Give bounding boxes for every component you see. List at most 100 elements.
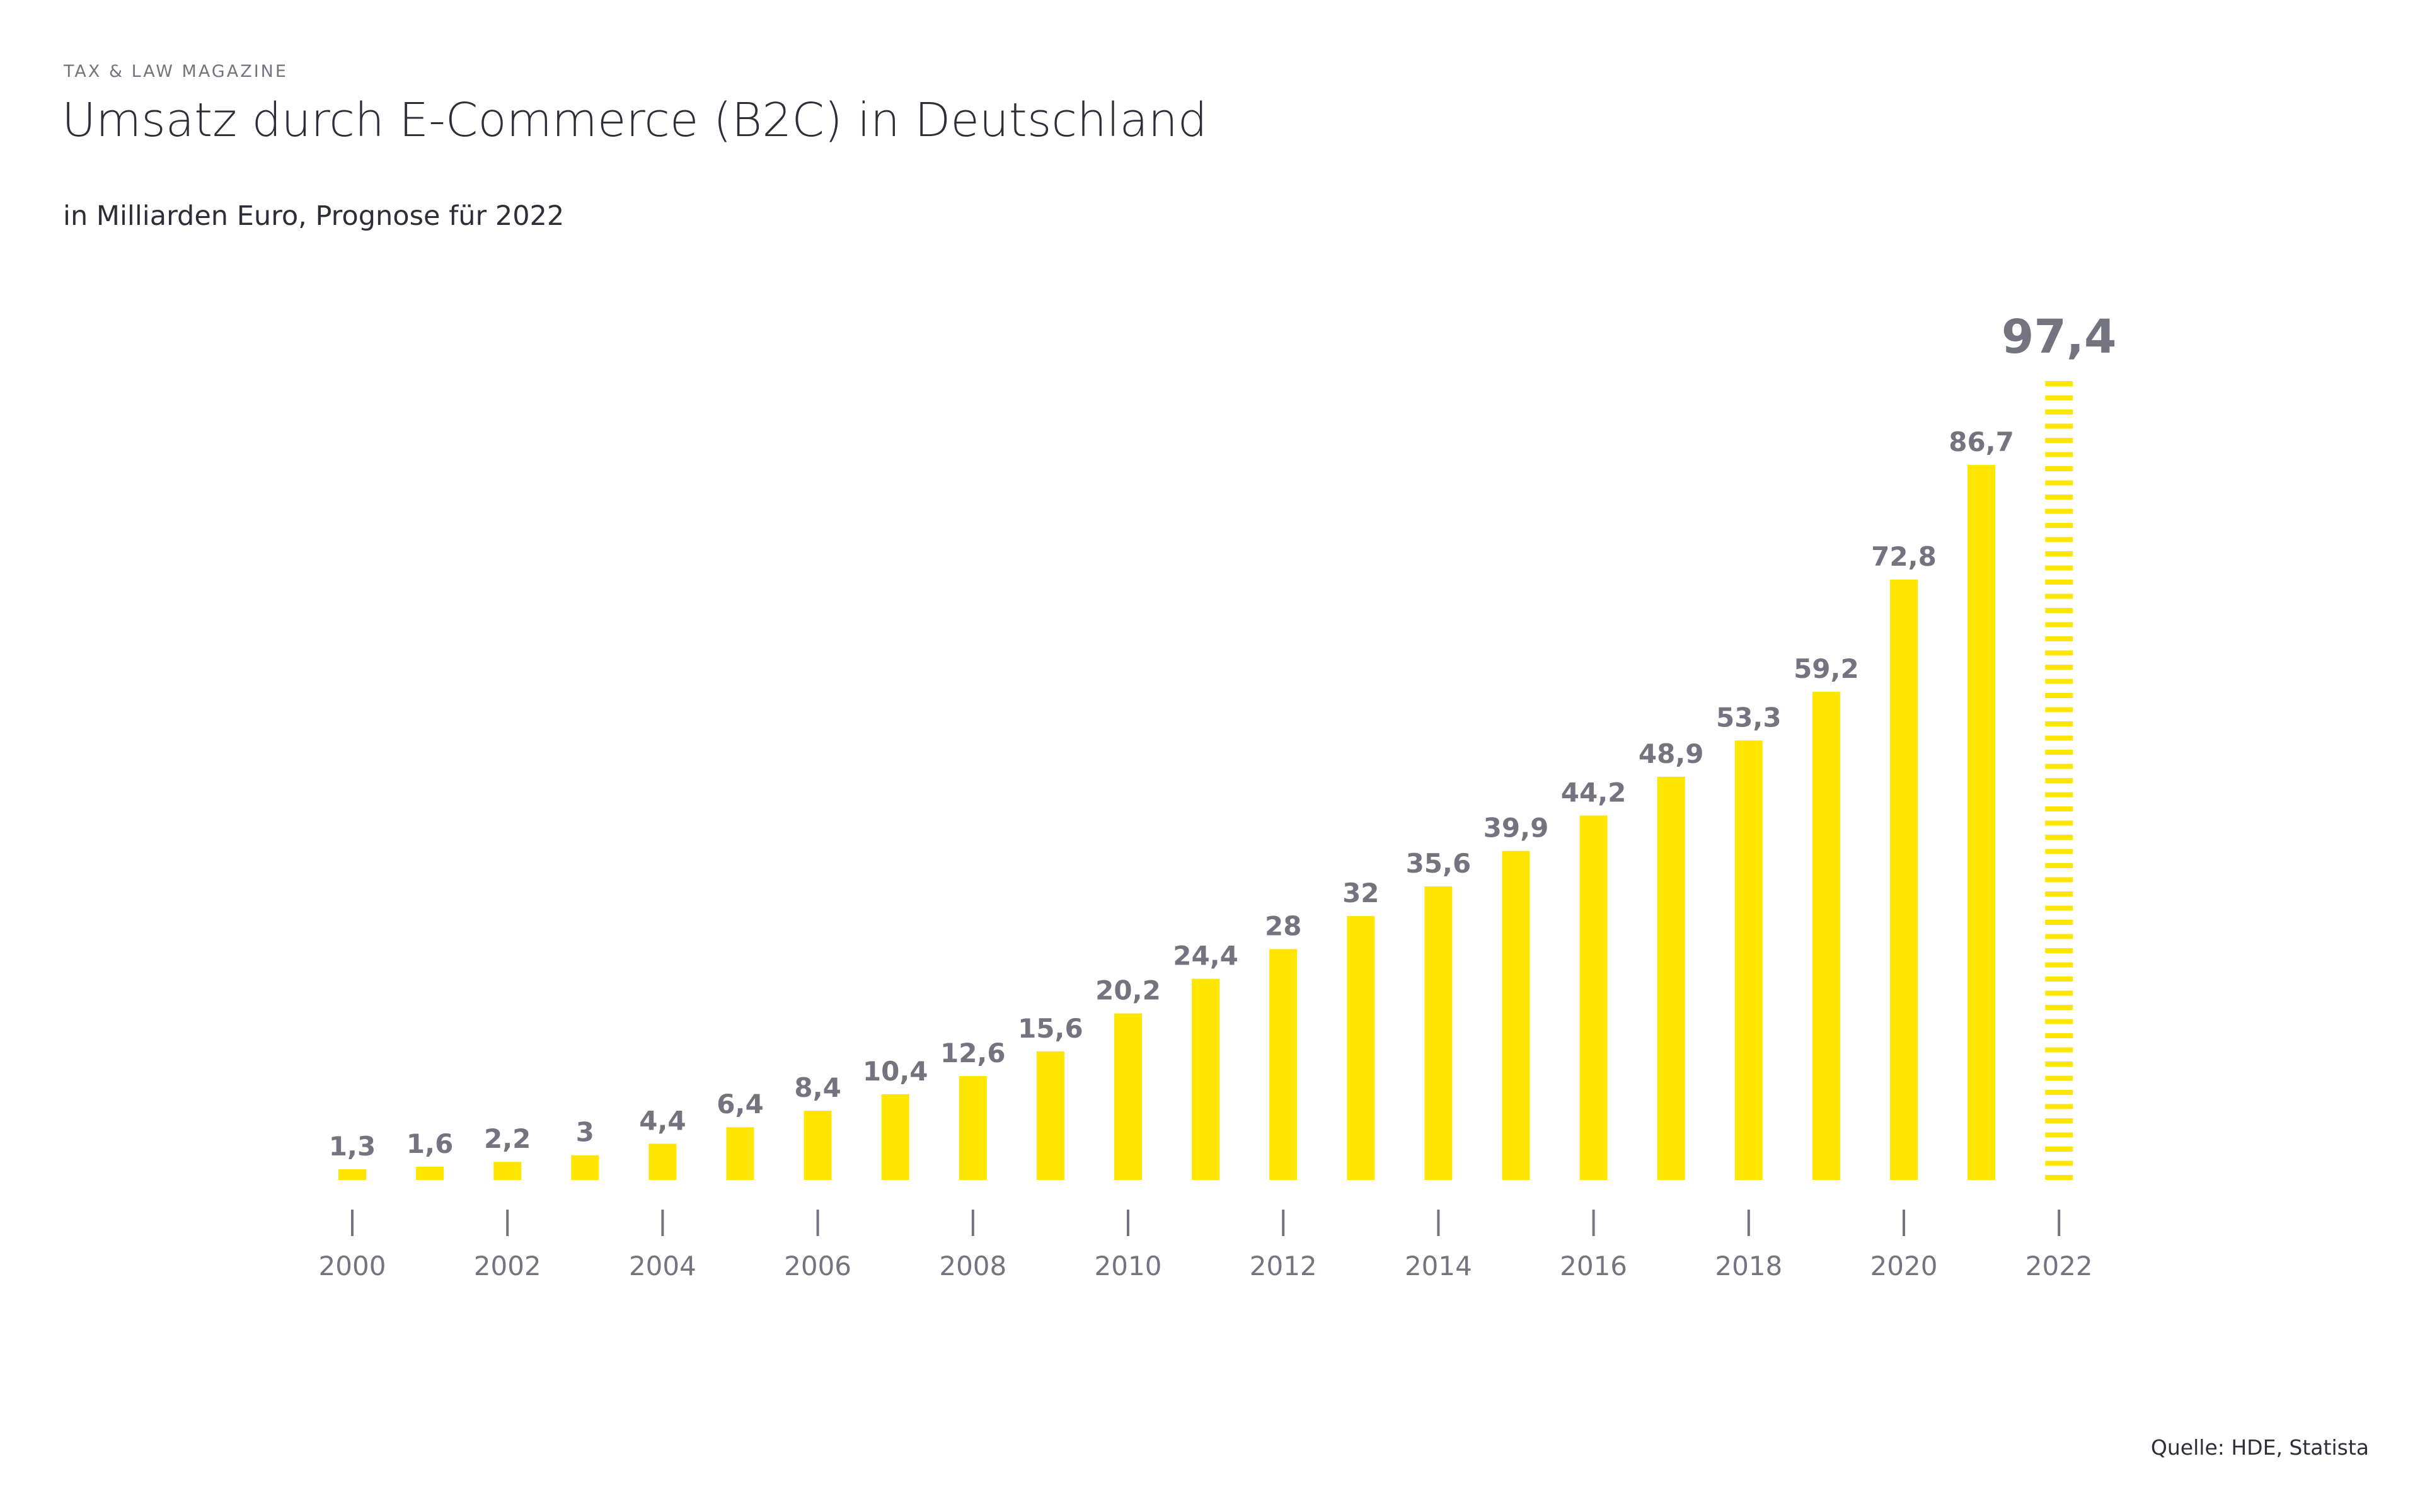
forecast-dash — [2045, 593, 2073, 599]
forecast-dash — [2045, 537, 2073, 542]
bar-2008 — [959, 1076, 987, 1180]
forecast-dash — [2045, 650, 2073, 656]
bar-2006 — [804, 1111, 832, 1180]
forecast-dash — [2045, 863, 2073, 868]
forecast-dash — [2045, 410, 2073, 415]
forecast-dash — [2045, 480, 2073, 486]
bar-2015 — [1502, 850, 1530, 1180]
value-label: 72,8 — [1871, 541, 1937, 572]
forecast-dash — [2045, 466, 2073, 471]
value-label: 53,3 — [1716, 702, 1782, 733]
forecast-dash — [2045, 1062, 2073, 1067]
forecast-dash — [2045, 1047, 2073, 1053]
bar-2000 — [338, 1169, 366, 1180]
x-tick-label: 2004 — [629, 1251, 696, 1281]
bar-2019 — [1812, 692, 1840, 1180]
value-label: 28 — [1265, 910, 1301, 941]
forecast-dash — [2045, 905, 2073, 911]
forecast-dash — [2045, 806, 2073, 811]
bar-2001 — [416, 1167, 444, 1180]
value-label: 10,4 — [863, 1056, 928, 1087]
bar-2003 — [571, 1155, 599, 1180]
x-tick-label: 2000 — [319, 1251, 386, 1281]
bar-2013 — [1347, 916, 1375, 1180]
value-label: 6,4 — [717, 1089, 763, 1120]
value-label: 15,6 — [1018, 1013, 1083, 1044]
forecast-dash — [2045, 395, 2073, 401]
forecast-dash — [2045, 1104, 2073, 1109]
value-label: 44,2 — [1561, 777, 1627, 808]
x-tick-label: 2020 — [1870, 1251, 1938, 1281]
forecast-dash — [2045, 1160, 2073, 1166]
forecast-dash — [2045, 1147, 2073, 1152]
value-label: 2,2 — [484, 1123, 531, 1154]
forecast-dash — [2045, 778, 2073, 783]
source-note: Quelle: HDE, Statista — [2150, 1435, 2369, 1460]
bar-2018 — [1734, 740, 1763, 1180]
value-label: 4,4 — [639, 1105, 686, 1136]
forecast-dash — [2045, 976, 2073, 982]
value-label: 20,2 — [1095, 975, 1161, 1006]
bar-2002 — [493, 1162, 522, 1180]
x-tick-label: 2012 — [1250, 1251, 1317, 1281]
bar-2004 — [648, 1143, 677, 1180]
value-label: 1,3 — [329, 1131, 376, 1162]
chart-title: Umsatz durch E-Commerce (B2C) in Deutsch… — [62, 93, 1207, 147]
bar-2012 — [1269, 949, 1298, 1180]
forecast-dash — [2045, 764, 2073, 769]
forecast-dash — [2045, 622, 2073, 627]
forecast-dash — [2045, 792, 2073, 798]
bar-2021 — [1968, 465, 1996, 1181]
bar-2005 — [726, 1127, 754, 1180]
bar-2010 — [1114, 1013, 1142, 1180]
forecast-dash — [2045, 580, 2073, 585]
forecast-dash — [2045, 565, 2073, 571]
forecast-dash — [2045, 835, 2073, 840]
value-label: 32 — [1342, 878, 1379, 908]
forecast-dash — [2045, 679, 2073, 684]
forecast-dash — [2045, 735, 2073, 741]
forecast-dash — [2045, 1118, 2073, 1123]
value-label: 86,7 — [1949, 427, 2014, 457]
forecast-dash — [2045, 608, 2073, 613]
bar-2020 — [1890, 580, 1918, 1180]
value-label: 59,2 — [1794, 653, 1859, 684]
x-tick-label: 2010 — [1095, 1251, 1162, 1281]
forecast-dash — [2045, 891, 2073, 896]
forecast-dash — [2045, 452, 2073, 457]
magazine-kicker: TAX & LAW MAGAZINE — [64, 62, 288, 81]
x-tick-label: 2016 — [1560, 1251, 1627, 1281]
forecast-dash — [2045, 721, 2073, 726]
forecast-dash — [2045, 636, 2073, 641]
value-label: 48,9 — [1639, 738, 1704, 769]
x-tick-label: 2008 — [939, 1251, 1006, 1281]
value-label: 35,6 — [1406, 848, 1472, 879]
chart-subtitle: in Milliarden Euro, Prognose für 2022 — [63, 200, 565, 232]
forecast-dash — [2045, 934, 2073, 939]
value-label: 39,9 — [1484, 813, 1549, 844]
bar-2007 — [881, 1094, 909, 1180]
forecast-dash — [2045, 523, 2073, 528]
forecast-dash — [2045, 495, 2073, 500]
x-tick-label: 2018 — [1715, 1251, 1782, 1281]
forecast-dash — [2045, 877, 2073, 883]
forecast-dash — [2045, 948, 2073, 953]
value-label-forecast: 97,4 — [2002, 310, 2117, 364]
forecast-dash — [2045, 438, 2073, 443]
forecast-dash — [2045, 1005, 2073, 1010]
x-tick-label: 2022 — [2025, 1251, 2093, 1281]
forecast-dash — [2045, 1175, 2073, 1180]
x-tick-label: 2002 — [474, 1251, 541, 1281]
forecast-dash — [2045, 849, 2073, 854]
value-label: 24,4 — [1173, 941, 1238, 971]
bar-2017 — [1657, 776, 1685, 1180]
x-tick-label: 2006 — [784, 1251, 851, 1281]
forecast-dash — [2045, 820, 2073, 826]
value-label: 8,4 — [794, 1072, 841, 1103]
forecast-dash — [2045, 1019, 2073, 1024]
forecast-dash — [2045, 1132, 2073, 1138]
bar-2009 — [1036, 1051, 1064, 1180]
forecast-dash — [2045, 962, 2073, 968]
forecast-dash — [2045, 920, 2073, 925]
